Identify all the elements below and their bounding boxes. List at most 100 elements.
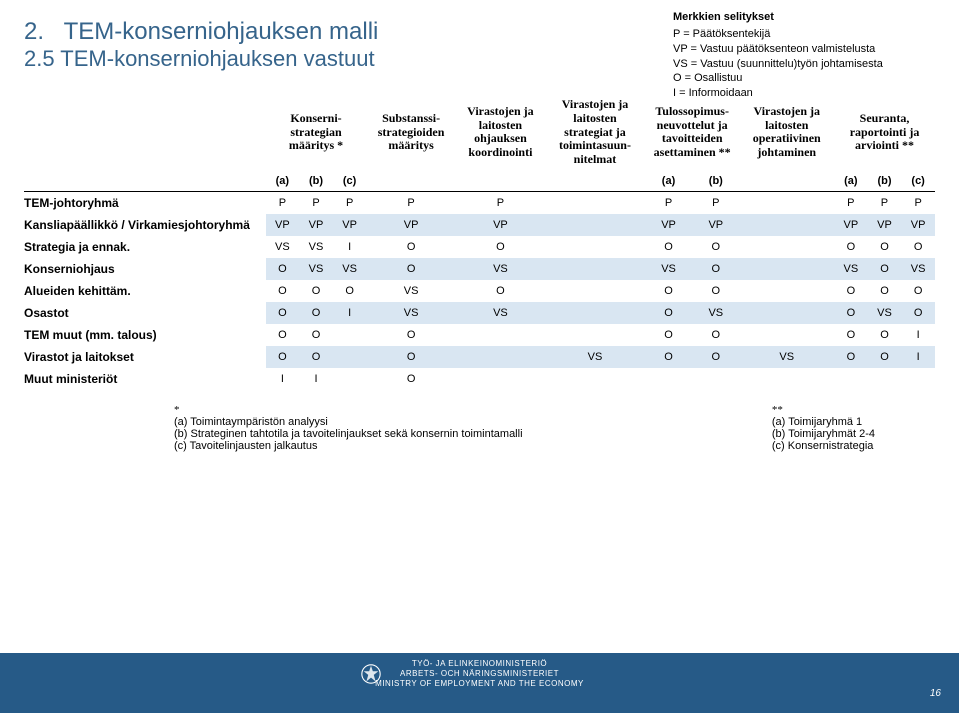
cell: I xyxy=(299,368,333,390)
footnote-right: ** (a) Toimijaryhmä 1 (b) Toimijaryhmät … xyxy=(772,404,875,452)
cell: VS xyxy=(333,258,367,280)
cell: O xyxy=(266,324,300,346)
cell: P xyxy=(299,191,333,214)
sub-b: (b) xyxy=(868,171,902,192)
cell: I xyxy=(266,368,300,390)
cell: O xyxy=(366,258,455,280)
cell: O xyxy=(645,236,692,258)
cell: O xyxy=(299,302,333,324)
responsibility-matrix: Konserni- strategian määritys * Substans… xyxy=(24,94,935,390)
cell: O xyxy=(366,368,455,390)
cell: VS xyxy=(366,280,455,302)
footnote-line: (a) Toimijaryhmä 1 xyxy=(772,416,875,428)
cell: O xyxy=(645,324,692,346)
footnote-line: (c) Tavoitelinjausten jalkautus xyxy=(174,440,523,452)
cell: O xyxy=(645,302,692,324)
cell: O xyxy=(834,236,868,258)
cell: VP xyxy=(868,214,902,236)
cell: VS xyxy=(456,302,545,324)
cell: O xyxy=(868,346,902,368)
cell: O xyxy=(266,258,300,280)
footnote-left: * (a) Toimintaympäristön analyysi (b) St… xyxy=(174,404,523,452)
footnote-left-star: * xyxy=(174,404,523,416)
cell: O xyxy=(645,346,692,368)
cell: O xyxy=(692,236,739,258)
cell xyxy=(545,280,645,302)
header-row-subs: (a) (b) (c) (a) (b) (a) (b) (c) xyxy=(24,171,935,192)
cell xyxy=(739,280,834,302)
table-row: TEM muut (mm. talous)OOOOOOOI xyxy=(24,324,935,346)
footer-text: TYÖ- JA ELINKEINOMINISTERIÖ ARBETS- OCH … xyxy=(375,659,584,689)
cell: O xyxy=(299,280,333,302)
cell xyxy=(333,368,367,390)
cell: O xyxy=(266,302,300,324)
table-row: OsastotOOIVSVSOVSOVSO xyxy=(24,302,935,324)
row-label: Muut ministeriöt xyxy=(24,368,266,390)
cell: O xyxy=(834,302,868,324)
cell xyxy=(739,258,834,280)
cell: VP xyxy=(333,214,367,236)
title-num: 2. xyxy=(24,18,44,45)
cell: O xyxy=(868,280,902,302)
sub-a: (a) xyxy=(266,171,300,192)
cell: O xyxy=(868,258,902,280)
col-group-4: Tulossopimus- neuvottelut ja tavoitteide… xyxy=(645,94,740,171)
cell xyxy=(739,191,834,214)
cell: O xyxy=(868,236,902,258)
footnotes: * (a) Toimintaympäristön analyysi (b) St… xyxy=(24,404,935,452)
cell: O xyxy=(692,258,739,280)
footnote-line: (b) Strateginen tahtotila ja tavoitelinj… xyxy=(174,428,523,440)
cell: O xyxy=(834,280,868,302)
sub-b: (b) xyxy=(692,171,739,192)
cell: VS xyxy=(739,346,834,368)
legend-line: VS = Vastuu (suunnittelu)työn johtamises… xyxy=(673,57,933,72)
cell xyxy=(545,214,645,236)
cell: VP xyxy=(366,214,455,236)
page-number: 16 xyxy=(930,688,941,699)
sub-c: (c) xyxy=(901,171,935,192)
table-row: Muut ministeriötIIO xyxy=(24,368,935,390)
table-row: Kansliapäällikkö / VirkamiesjohtoryhmäVP… xyxy=(24,214,935,236)
legend-line: I = Informoidaan xyxy=(673,86,933,101)
footnote-right-star: ** xyxy=(772,404,875,416)
col-group-1: Substanssi- strategioiden määritys xyxy=(366,94,455,171)
col-group-2: Virastojen ja laitosten ohjauksen koordi… xyxy=(456,94,545,171)
cell: O xyxy=(366,236,455,258)
cell: VS xyxy=(299,236,333,258)
table-row: Virastot ja laitoksetOOOVSOOVSOOI xyxy=(24,346,935,368)
cell xyxy=(739,302,834,324)
cell xyxy=(545,258,645,280)
cell: VS xyxy=(692,302,739,324)
cell: P xyxy=(333,191,367,214)
sub-a: (a) xyxy=(645,171,692,192)
footer-line: TYÖ- JA ELINKEINOMINISTERIÖ xyxy=(375,659,584,669)
cell: VS xyxy=(901,258,935,280)
row-label: Strategia ja ennak. xyxy=(24,236,266,258)
cell: P xyxy=(366,191,455,214)
cell: O xyxy=(333,280,367,302)
cell: O xyxy=(266,346,300,368)
title-text: TEM-konserniohjauksen malli xyxy=(64,18,379,45)
cell xyxy=(333,346,367,368)
cell: I xyxy=(901,324,935,346)
cell: VP xyxy=(901,214,935,236)
row-label: TEM muut (mm. talous) xyxy=(24,324,266,346)
cell: O xyxy=(901,302,935,324)
footnote-line: (b) Toimijaryhmät 2-4 xyxy=(772,428,875,440)
sub-a: (a) xyxy=(834,171,868,192)
legend-line: O = Osallistuu xyxy=(673,71,933,86)
cell: P xyxy=(645,191,692,214)
cell xyxy=(545,368,645,390)
cell: VP xyxy=(266,214,300,236)
cell: VS xyxy=(299,258,333,280)
header-row-groups: Konserni- strategian määritys * Substans… xyxy=(24,94,935,171)
sub-b: (b) xyxy=(299,171,333,192)
cell: I xyxy=(333,236,367,258)
cell: VS xyxy=(834,258,868,280)
col-group-5: Virastojen ja laitosten operatiivinen jo… xyxy=(739,94,834,171)
cell xyxy=(545,236,645,258)
cell: O xyxy=(366,346,455,368)
cell xyxy=(739,324,834,346)
cell: O xyxy=(834,346,868,368)
cell: VS xyxy=(266,236,300,258)
